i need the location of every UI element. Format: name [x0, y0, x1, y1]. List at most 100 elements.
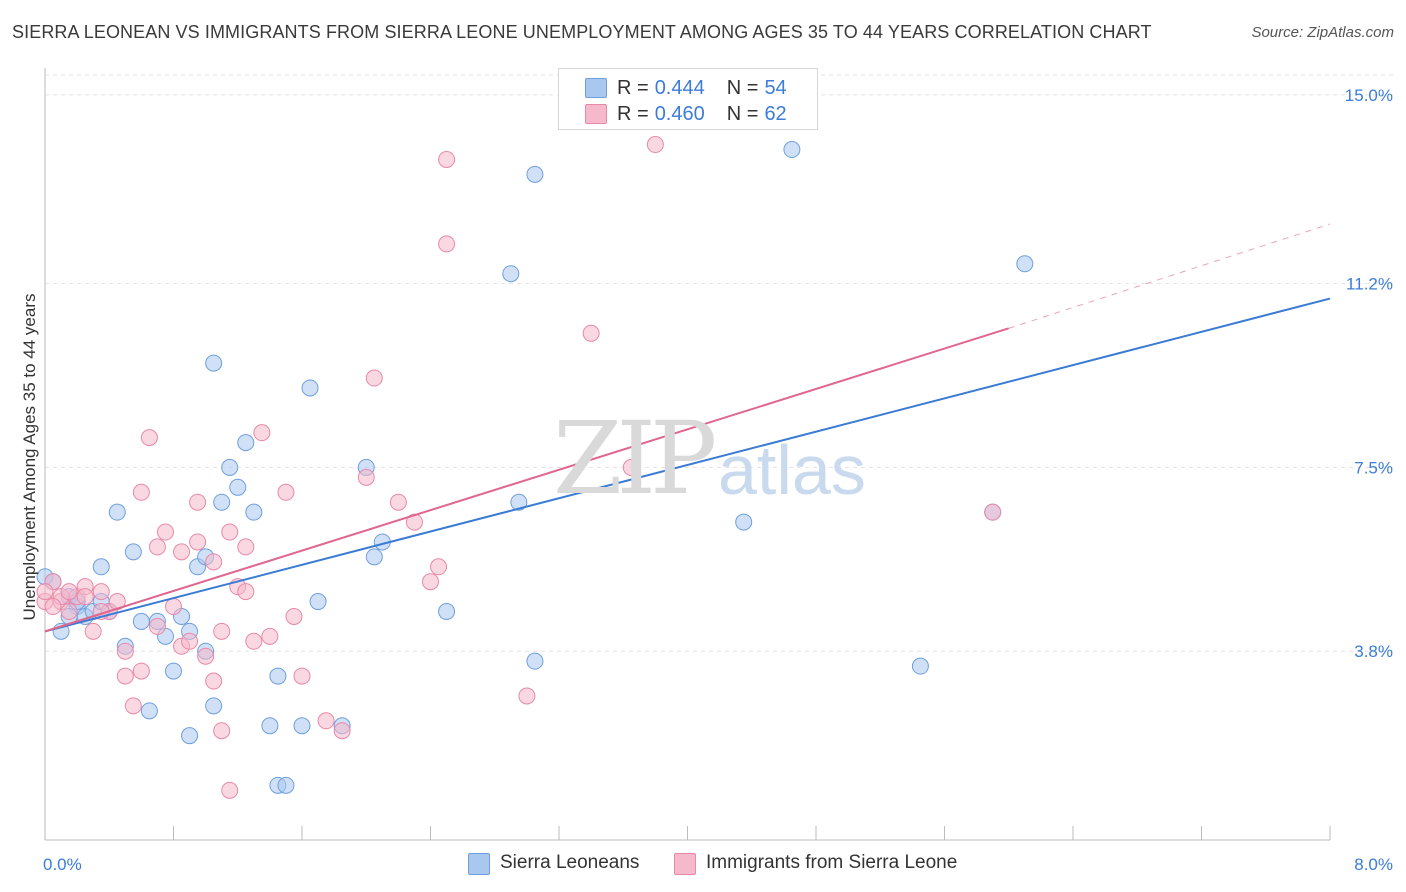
- data-point-immigrants: [156, 523, 174, 541]
- data-point-sierra-leoneans: [269, 667, 287, 685]
- data-point-sierra-leoneans: [205, 354, 223, 372]
- data-point-immigrants: [116, 667, 134, 685]
- data-point-immigrants: [357, 468, 375, 486]
- trend-line-immigrants: [44, 327, 1010, 633]
- data-point-sierra-leoneans: [245, 503, 263, 521]
- data-point-immigrants: [165, 598, 182, 616]
- bottom-legend-label: Sierra Leoneans: [500, 852, 640, 873]
- y-tick-label: 11.2%: [1346, 275, 1393, 294]
- data-point-sierra-leoneans: [438, 602, 456, 620]
- data-point-immigrants: [60, 583, 78, 601]
- data-point-immigrants: [405, 513, 423, 531]
- trend-line-immigrants-extrapolated: [1008, 223, 1331, 329]
- data-point-sierra-leoneans: [132, 612, 150, 630]
- data-point-immigrants: [333, 722, 351, 740]
- legend-swatch-blue: [585, 78, 607, 98]
- x-tick-label: 8.0%: [1354, 855, 1393, 874]
- data-point-immigrants: [132, 483, 150, 501]
- data-point-sierra-leoneans: [140, 702, 158, 720]
- legend-swatch-pink: [585, 104, 607, 124]
- legend-r-value: 0.460: [654, 102, 705, 125]
- data-point-sierra-leoneans: [526, 165, 544, 183]
- data-point-immigrants: [205, 672, 223, 690]
- data-point-immigrants: [148, 538, 166, 556]
- legend-n-label: N =: [726, 102, 759, 125]
- legend-row-immigrants: R = 0.460 N = 62: [585, 102, 787, 126]
- y-tick-label: 3.8%: [1354, 642, 1393, 661]
- data-point-sierra-leoneans: [181, 727, 199, 745]
- data-point-immigrants: [60, 602, 78, 620]
- data-point-immigrants: [253, 424, 271, 442]
- bottom-legend-swatch-pink: [674, 853, 696, 875]
- axes: [44, 68, 1331, 841]
- tick-labels: 3.8% 7.5% 11.2% 15.0% 0.0% 8.0%: [43, 86, 1393, 874]
- grid-lines: [45, 74, 1395, 652]
- data-point-immigrants: [36, 583, 54, 601]
- bottom-legend-swatch-blue: [468, 853, 490, 875]
- data-point-immigrants: [285, 607, 303, 625]
- data-point-immigrants: [124, 697, 142, 715]
- data-point-immigrants: [237, 538, 255, 556]
- data-point-immigrants: [237, 583, 255, 601]
- data-point-immigrants: [422, 573, 439, 591]
- legend-r-label: R =: [617, 102, 649, 125]
- data-point-immigrants: [213, 722, 231, 740]
- data-point-sierra-leoneans: [277, 776, 295, 794]
- legend-r-value: 0.444: [654, 76, 705, 99]
- legend-r-label: R =: [617, 76, 649, 99]
- data-point-sierra-leoneans: [293, 717, 311, 735]
- legend-n-value: 54: [764, 76, 787, 99]
- x-tick-label: 0.0%: [43, 855, 82, 874]
- y-tick-label: 15.0%: [1345, 86, 1393, 105]
- data-point-immigrants: [140, 429, 158, 447]
- data-point-sierra-leoneans: [108, 503, 126, 521]
- data-point-immigrants: [221, 523, 239, 541]
- data-point-immigrants: [92, 583, 110, 601]
- data-point-sierra-leoneans: [1016, 255, 1034, 273]
- data-point-sierra-leoneans: [205, 697, 223, 715]
- data-point-immigrants: [173, 543, 191, 561]
- data-point-immigrants: [582, 324, 600, 342]
- data-point-sierra-leoneans: [92, 558, 110, 576]
- data-points: [36, 136, 1034, 799]
- data-point-immigrants: [181, 632, 199, 650]
- data-point-immigrants: [189, 493, 207, 511]
- source-credit: Source: ZipAtlas.com: [1251, 24, 1394, 41]
- data-point-immigrants: [213, 622, 231, 640]
- data-point-immigrants: [646, 136, 664, 154]
- chart-title: SIERRA LEONEAN VS IMMIGRANTS FROM SIERRA…: [12, 22, 1152, 42]
- data-point-immigrants: [389, 493, 407, 511]
- data-point-immigrants: [622, 458, 640, 476]
- data-point-immigrants: [438, 150, 456, 168]
- data-point-sierra-leoneans: [229, 478, 247, 496]
- data-point-immigrants: [197, 647, 215, 665]
- data-point-sierra-leoneans: [526, 652, 544, 670]
- legend-n-label: N =: [726, 76, 759, 99]
- data-point-immigrants: [44, 598, 62, 616]
- data-point-immigrants: [84, 622, 102, 640]
- data-point-immigrants: [984, 503, 1002, 521]
- data-point-sierra-leoneans: [124, 543, 142, 561]
- data-point-sierra-leoneans: [510, 493, 528, 511]
- data-point-sierra-leoneans: [165, 662, 182, 680]
- data-point-immigrants: [518, 687, 536, 705]
- data-point-immigrants: [261, 627, 279, 645]
- data-point-immigrants: [132, 662, 150, 680]
- data-point-sierra-leoneans: [502, 265, 520, 283]
- y-tick-label: 7.5%: [1354, 458, 1393, 477]
- data-point-sierra-leoneans: [213, 493, 231, 511]
- data-point-immigrants: [293, 667, 311, 685]
- legend-n-value: 62: [764, 102, 787, 125]
- data-point-sierra-leoneans: [221, 458, 239, 476]
- data-point-immigrants: [205, 553, 223, 571]
- y-axis-label: Unemployment Among Ages 35 to 44 years: [20, 293, 39, 621]
- trend-lines: [44, 223, 1331, 633]
- data-point-immigrants: [221, 781, 239, 799]
- data-point-sierra-leoneans: [783, 141, 801, 159]
- watermark-zip: ZIP: [553, 400, 717, 517]
- data-point-immigrants: [430, 558, 448, 576]
- data-point-immigrants: [317, 712, 335, 730]
- data-point-sierra-leoneans: [261, 717, 279, 735]
- data-point-immigrants: [438, 235, 456, 253]
